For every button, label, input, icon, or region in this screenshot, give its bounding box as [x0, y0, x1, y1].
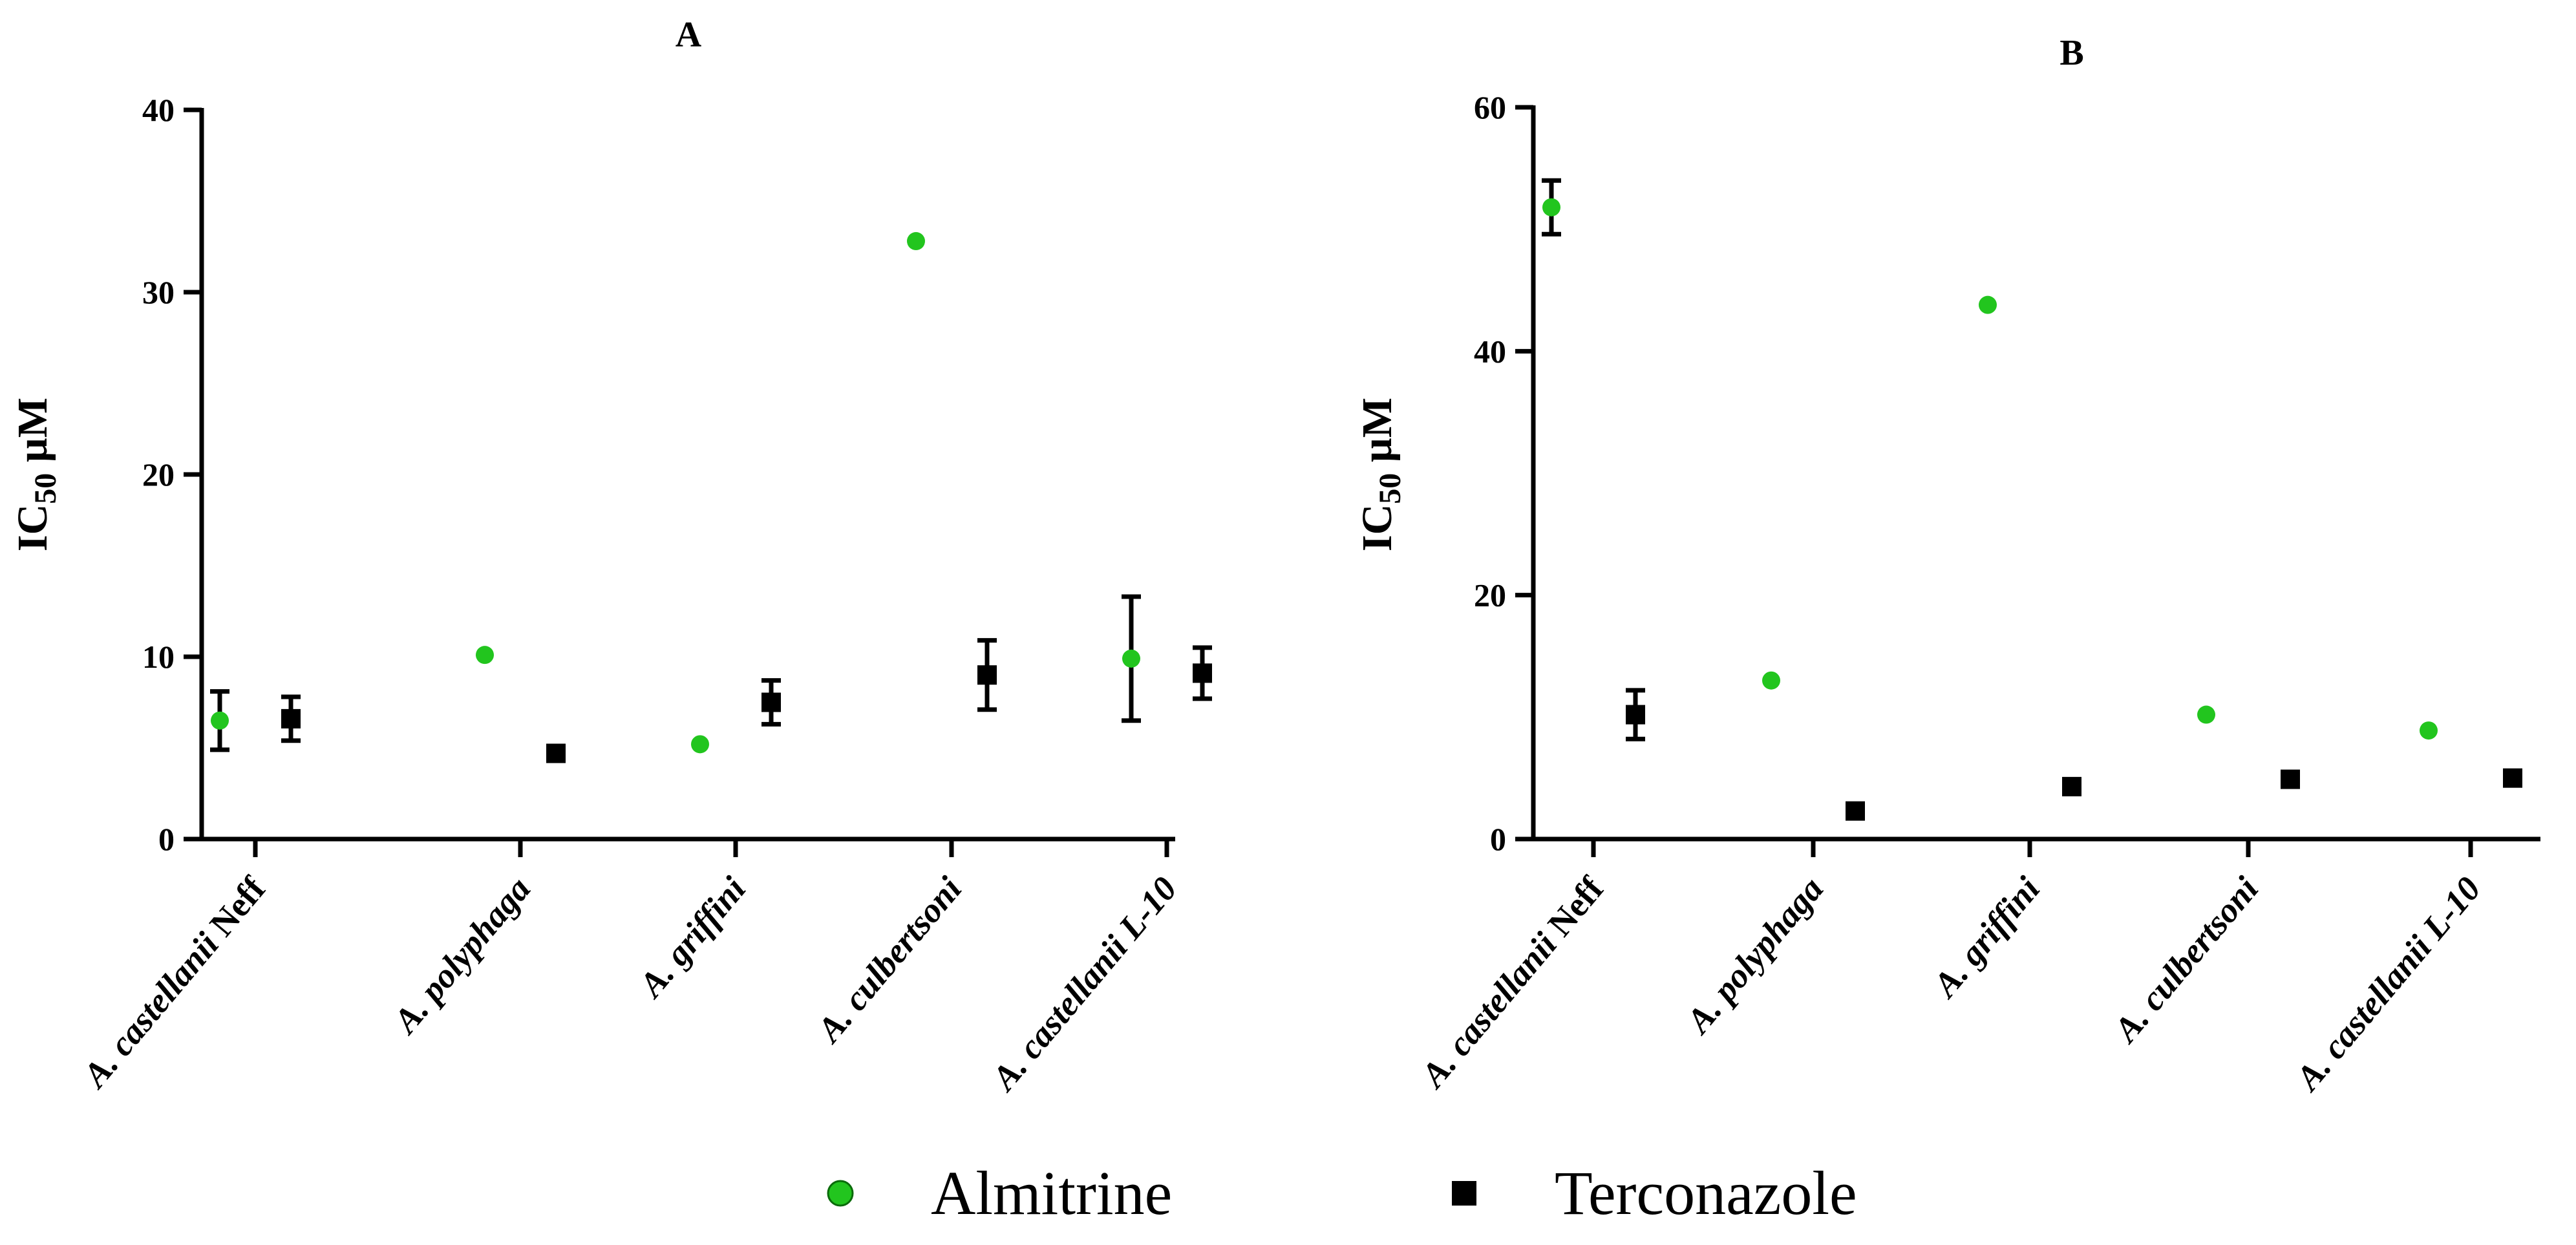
x-category-label: A. castellanii Neff: [1412, 869, 1612, 1096]
y-tick-label: 20: [1474, 577, 1506, 613]
legend-label: Terconazole: [1555, 1158, 1857, 1228]
legend-label: Almitrine: [931, 1158, 1172, 1228]
y-tick-label: 10: [142, 639, 175, 675]
data-point-almitrine: [2420, 721, 2438, 740]
data-point-almitrine: [691, 735, 709, 754]
y-axis-label: IC50 µM: [9, 398, 63, 551]
data-point-terconazole: [761, 692, 781, 712]
y-tick-label: 40: [1474, 333, 1506, 369]
panel-title: B: [2060, 33, 2083, 73]
x-category-label: A. culbertsoni: [809, 869, 969, 1050]
legend: Almitrine Terconazole: [827, 1158, 1857, 1228]
legend-marker-terconazole: [1452, 1181, 1476, 1206]
x-category-label: A. castellanii L-10: [2287, 869, 2488, 1099]
x-category-label: A. castellanii L-10: [983, 869, 1184, 1099]
panel-title: A: [676, 15, 702, 55]
data-point-almitrine: [211, 711, 229, 730]
data-point-almitrine: [1542, 198, 1560, 217]
data-point-terconazole: [2062, 776, 2081, 796]
data-point-terconazole: [977, 665, 997, 685]
y-tick-label: 60: [1474, 89, 1506, 125]
data-point-terconazole: [1626, 705, 1645, 725]
data-point-terconazole: [2503, 768, 2522, 788]
y-tick-label: 40: [142, 92, 175, 128]
data-point-almitrine: [1122, 649, 1140, 668]
y-tick-label: 0: [158, 821, 175, 857]
y-tick-label: 0: [1490, 821, 1506, 857]
y-axis-label: IC50 µM: [1354, 398, 1407, 551]
data-point-almitrine: [1762, 671, 1780, 690]
x-category-label: A. culbertsoni: [2105, 869, 2266, 1050]
data-point-terconazole: [2281, 769, 2300, 789]
x-category-label: A. griffini: [1924, 869, 2047, 1005]
y-tick-label: 30: [142, 274, 175, 310]
chart-panel-b: B IC50 µM 0 20 40 60 A. castellanii Neff A. pol…: [1354, 33, 2540, 1099]
data-point-almitrine: [2197, 705, 2215, 724]
data-point-almitrine: [476, 646, 494, 665]
y-tick-label: 20: [142, 456, 175, 493]
data-point-terconazole: [281, 708, 301, 729]
chart-panel-a: A IC50 µM 0 10 20 30 40 A. castellanii Neff A. p…: [9, 15, 1212, 1099]
legend-marker-almitrine: [827, 1180, 854, 1207]
data-point-terconazole: [546, 743, 566, 763]
data-point-terconazole: [1846, 801, 1865, 821]
x-category-label: A. griffini: [630, 869, 753, 1005]
x-category-label: A. castellanii Neff: [74, 869, 273, 1096]
data-point-terconazole: [1193, 663, 1212, 683]
x-category-label: A. polyphaga: [1677, 869, 1831, 1041]
x-category-label: A. polyphaga: [385, 869, 538, 1041]
data-point-almitrine: [907, 232, 925, 251]
data-point-almitrine: [1979, 295, 1997, 314]
